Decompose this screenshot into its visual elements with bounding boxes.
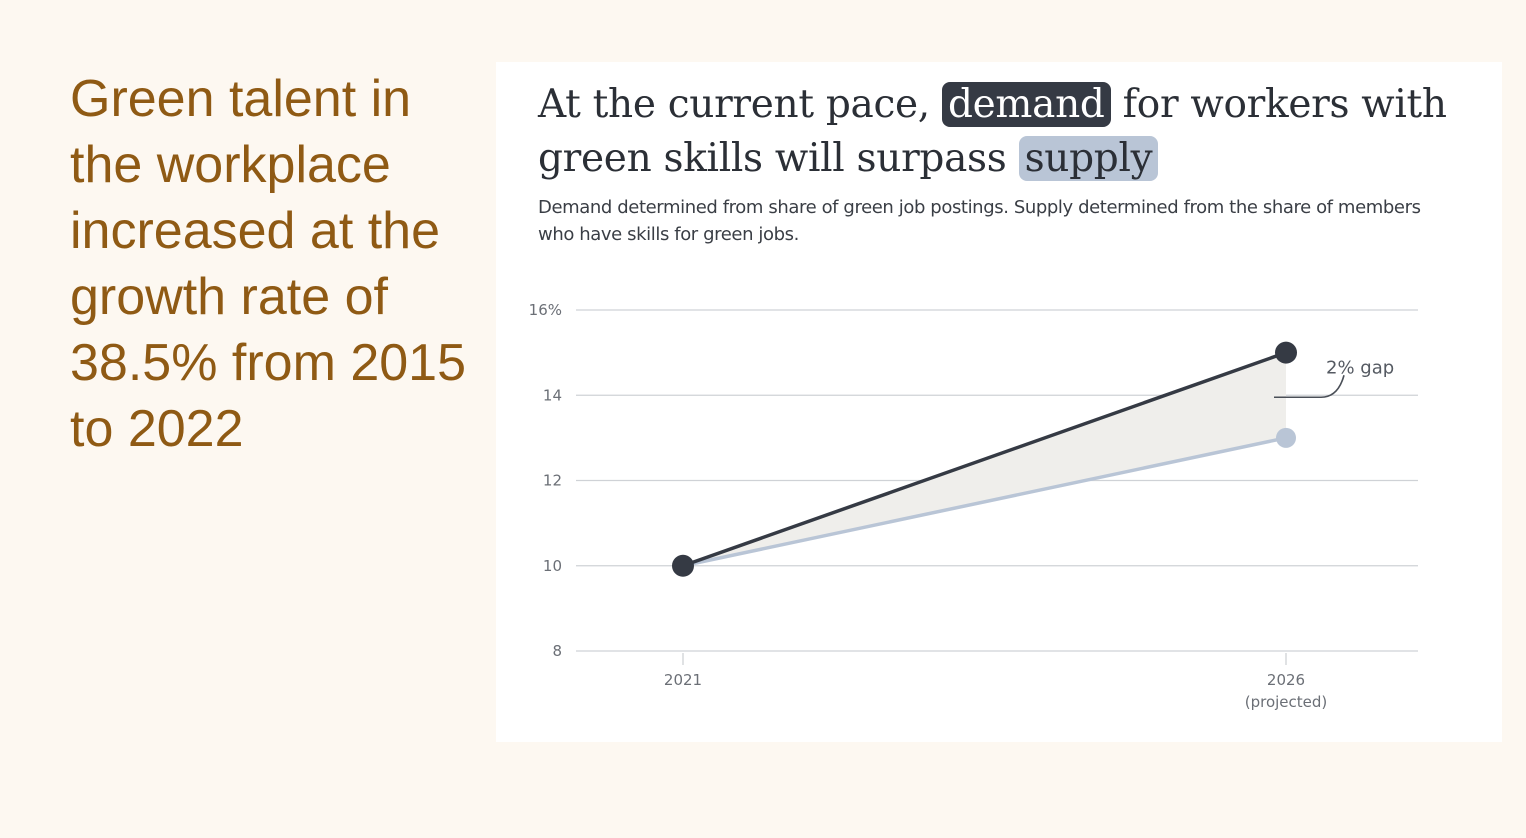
demand-point-2021 <box>672 554 694 577</box>
y-tick-label: 10 <box>543 557 562 575</box>
y-tick-label: 12 <box>543 472 562 490</box>
supply-line <box>682 436 1287 568</box>
title-pre: At the current pace, <box>538 82 930 127</box>
title-demand-highlight: demand <box>941 82 1111 127</box>
gap-callout-line <box>1274 375 1345 399</box>
y-tick-label: 8 <box>552 642 562 660</box>
chart-subtitle: Demand determined from share of green jo… <box>538 197 1421 245</box>
y-tick-label: 16% <box>529 301 562 319</box>
title-supply-highlight: supply <box>1018 136 1159 181</box>
x-tick-label: 2026 <box>1267 671 1305 689</box>
x-tick-label: 2021 <box>664 671 702 689</box>
y-tick-label: 14 <box>543 386 562 404</box>
chart-title: At the current pace, demand for workers … <box>538 78 1478 186</box>
x-tick-sublabel: (projected) <box>1245 693 1328 711</box>
demand-line <box>682 350 1287 568</box>
title-mid: for workers with green skills will surpa… <box>538 82 1447 181</box>
gap-annotation: 2% gap <box>1326 358 1394 379</box>
demand-point-2026 <box>1275 341 1297 364</box>
headline: Green talent in the workplace increased … <box>70 70 467 458</box>
supply-point-2026 <box>1276 427 1296 448</box>
line-chart: 8 10 12 14 16% 2% gap 2021 2026 (projected) <box>529 301 1418 711</box>
chart-card: At the current pace, demand for workers … <box>496 62 1502 742</box>
